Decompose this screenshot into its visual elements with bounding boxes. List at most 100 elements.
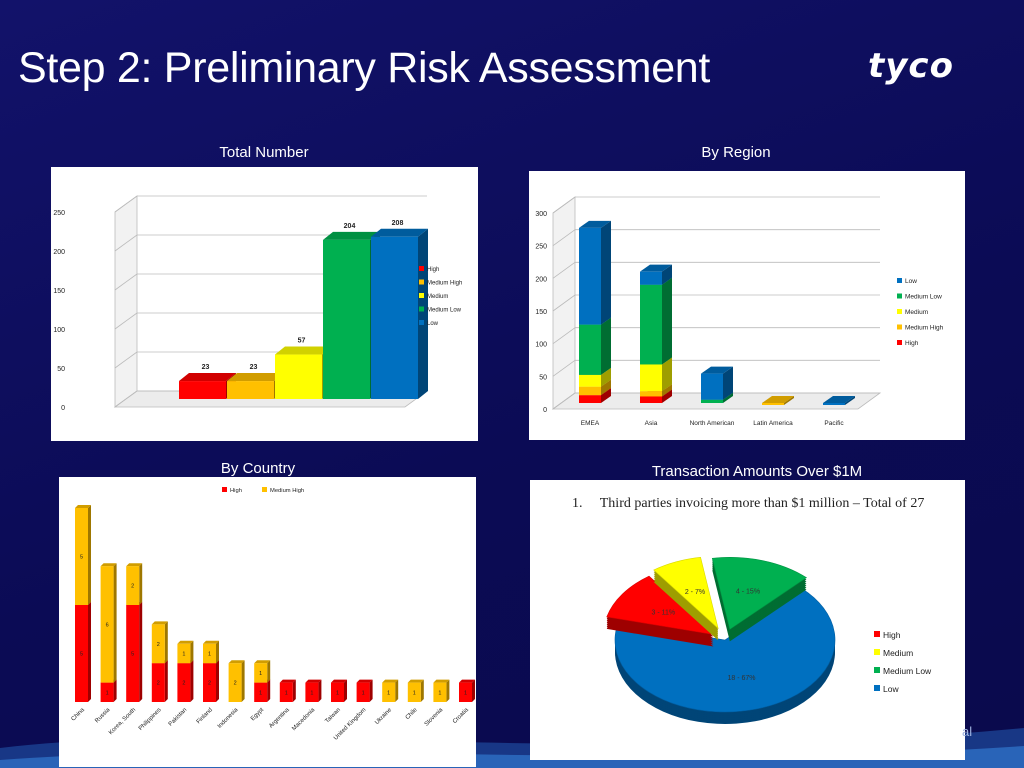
- region-y-tick: 250: [535, 244, 547, 251]
- country-bar-segment: [203, 640, 219, 664]
- region-y-tick: 100: [535, 342, 547, 349]
- country-data-label: 2: [234, 681, 237, 687]
- total-number-chart: 0 50 100 150 200 250 23 23 57 204 208 High Medium Hi…: [53, 195, 462, 412]
- region-y-tick: 0: [543, 407, 547, 414]
- country-x-tick: Slovenia: [424, 707, 445, 728]
- total-y-tick: 100: [53, 327, 65, 334]
- country-data-label: 2: [208, 681, 211, 687]
- region-legend-low: Low: [897, 278, 917, 285]
- region-bar-segment: [579, 317, 611, 375]
- country-data-label: 2: [131, 584, 134, 590]
- country-data-label: 1: [387, 690, 390, 696]
- by-region-chart-panel: 0 50 100 150 200 250 300 EMEA Asia North American…: [529, 171, 965, 440]
- region-x-tick: North American: [690, 420, 735, 427]
- country-x-tick: Macedonia: [291, 707, 316, 732]
- country-x-tick: Chile: [405, 707, 419, 721]
- country-bar-segment: [75, 505, 91, 605]
- country-bar-segment: [177, 640, 194, 664]
- region-legend-medium: Medium: [897, 309, 928, 316]
- total-legend-medium-high: Medium High: [419, 279, 462, 287]
- region-bar-segment: [701, 366, 733, 400]
- country-data-label: 1: [310, 690, 313, 696]
- country-data-label: 1: [336, 690, 339, 696]
- total-y-tick: 150: [53, 288, 65, 295]
- country-x-tick: Korea, South: [108, 707, 137, 736]
- region-legend-medium-high: Medium High: [897, 324, 944, 332]
- transaction-pie-chart-panel: 1. Third parties invoicing more than $1 …: [530, 480, 965, 760]
- country-x-tick: Finland: [196, 707, 214, 725]
- country-bar-segment: [151, 621, 168, 664]
- country-bar-segment: [254, 660, 271, 683]
- total-side-wall: [114, 195, 138, 408]
- country-legend-high: High: [222, 487, 242, 494]
- region-y-tick: 150: [535, 309, 547, 316]
- svg-text:Low: Low: [905, 278, 917, 285]
- region-y-tick: 200: [535, 276, 547, 283]
- country-x-tick: Pakistan: [168, 707, 189, 728]
- label-total-number: Total Number: [219, 144, 309, 161]
- country-data-label: 1: [182, 652, 185, 658]
- country-x-tick: Philippines: [138, 707, 163, 732]
- svg-text:Medium: Medium: [427, 294, 448, 300]
- pie-data-label: 2 - 7%: [685, 589, 705, 596]
- transaction-pie-chart: 18 - 67% 3 - 11% 2 - 7% 4 - 15% High Medium Me…: [606, 556, 932, 724]
- pie-data-label: 18 - 67%: [727, 675, 755, 682]
- slide-title: Step 2: Preliminary Risk Assessment: [18, 44, 711, 92]
- label-by-region: By Region: [701, 144, 771, 161]
- pie-data-label: 4 - 15%: [736, 589, 760, 596]
- country-bar-segment: [407, 679, 424, 702]
- svg-text:Low: Low: [883, 684, 899, 694]
- region-bar-segment: [579, 220, 611, 325]
- country-bar-segment: [459, 679, 475, 702]
- total-y-tick: 50: [57, 366, 65, 373]
- region-y-tick: 50: [539, 374, 547, 381]
- total-legend-medium-low: Medium Low: [419, 306, 462, 314]
- region-bar-segment: [640, 277, 672, 365]
- country-bar-segment: [279, 679, 296, 702]
- svg-text:Medium High: Medium High: [905, 325, 944, 332]
- country-data-label: 2: [157, 681, 160, 687]
- region-x-tick: Latin America: [753, 420, 793, 427]
- country-bar-segment: [433, 679, 450, 702]
- country-data-label: 1: [413, 690, 416, 696]
- svg-text:Medium Low: Medium Low: [905, 294, 942, 301]
- svg-text:Medium Low: Medium Low: [883, 666, 932, 676]
- country-data-label: 1: [464, 690, 467, 696]
- country-legend-medium-high: Medium High: [262, 487, 304, 494]
- country-bar-segment: [305, 679, 322, 702]
- tyco-logo: tyco: [868, 46, 954, 86]
- country-data-label: 1: [106, 690, 109, 696]
- country-data-label: 5: [80, 652, 83, 658]
- country-x-tick: Argentina: [268, 707, 291, 730]
- footer-text: al: [962, 724, 973, 739]
- country-data-label: 5: [80, 555, 83, 561]
- country-bar-segment: [100, 563, 117, 683]
- total-data-label: 23: [202, 364, 210, 371]
- region-bar-segment: [823, 396, 855, 405]
- pie-legend-medium: Medium: [874, 648, 913, 658]
- region-bar-segment: [762, 396, 794, 405]
- region-y-tick: 300: [535, 211, 547, 218]
- country-data-label: 1: [438, 690, 441, 696]
- country-data-label: 1: [285, 690, 288, 696]
- total-number-chart-panel: 0 50 100 150 200 250 23 23 57 204 208 High Medium Hi…: [51, 167, 478, 441]
- total-legend-high: High: [419, 266, 439, 273]
- svg-text:Medium: Medium: [883, 648, 913, 658]
- pie-legend-low: Low: [874, 684, 899, 694]
- country-data-label: 2: [182, 681, 185, 687]
- country-x-tick: Indonesia: [217, 707, 240, 730]
- region-legend-high: High: [897, 340, 919, 347]
- country-data-label: 1: [208, 652, 211, 658]
- total-bar-low: [371, 228, 428, 399]
- total-legend-medium: Medium: [419, 293, 448, 300]
- svg-text:High: High: [427, 267, 439, 273]
- svg-text:High: High: [905, 340, 919, 347]
- pie-legend-medium-low: Medium Low: [874, 666, 932, 676]
- svg-text:High: High: [883, 630, 901, 640]
- pie-legend-high: High: [874, 630, 901, 640]
- country-bar-segment: [356, 679, 373, 702]
- total-data-label: 57: [298, 338, 306, 345]
- country-x-tick: China: [71, 707, 87, 723]
- total-y-tick: 0: [61, 405, 65, 412]
- total-data-label: 23: [250, 364, 258, 371]
